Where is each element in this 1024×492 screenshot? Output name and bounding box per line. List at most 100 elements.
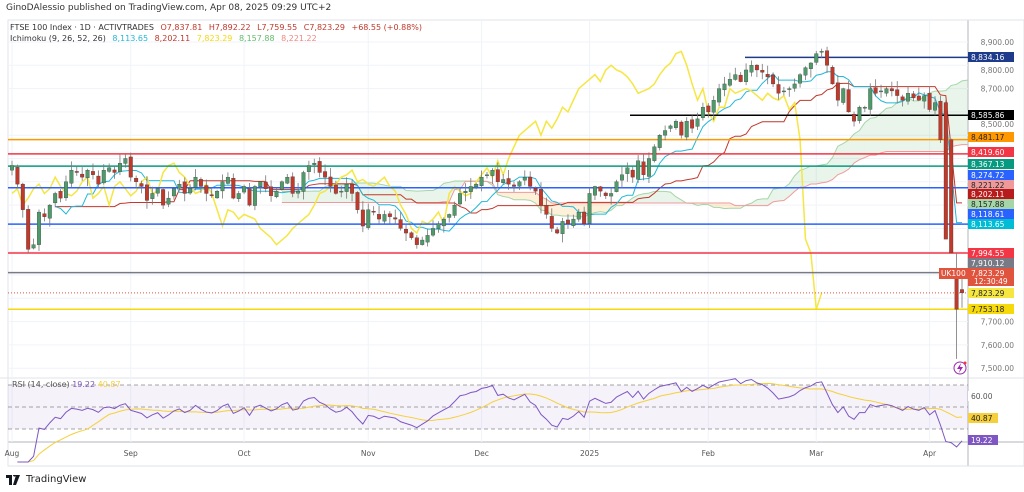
price-axis-badge: 8,367.13 bbox=[968, 159, 1014, 169]
chart-legend: FTSE 100 Index · 1D · ACTIVTRADES O7,837… bbox=[10, 22, 426, 44]
cloud-segment bbox=[427, 190, 434, 203]
candle bbox=[700, 102, 705, 121]
candle bbox=[846, 80, 851, 113]
candle bbox=[74, 166, 79, 176]
candle bbox=[474, 182, 479, 190]
candle bbox=[236, 190, 241, 202]
candle bbox=[830, 65, 835, 85]
candle-body bbox=[447, 214, 452, 218]
candle bbox=[344, 177, 349, 199]
candle bbox=[328, 168, 333, 193]
cloud-segment bbox=[594, 202, 601, 213]
badge-text: 8,157.88 bbox=[971, 200, 1005, 209]
ohlc-high: H7,892.22 bbox=[208, 23, 251, 32]
candle-body bbox=[625, 167, 630, 174]
candle-body bbox=[404, 228, 408, 234]
cloud-segment bbox=[881, 108, 887, 153]
candle bbox=[868, 83, 873, 116]
candle bbox=[841, 87, 846, 105]
cloud-segment bbox=[675, 196, 682, 203]
cloud-segment bbox=[816, 164, 822, 185]
candle-body bbox=[808, 62, 813, 69]
candle-body bbox=[188, 188, 193, 194]
candle-body bbox=[425, 235, 430, 243]
candle bbox=[835, 75, 840, 107]
candle-body bbox=[118, 163, 122, 172]
badge-text: 8,367.13 bbox=[971, 160, 1005, 169]
candle bbox=[517, 180, 522, 191]
candle bbox=[155, 187, 160, 197]
candle bbox=[53, 191, 58, 208]
ichimoku-chikou-value: 7,823.29 bbox=[196, 34, 233, 43]
cloud-segment bbox=[864, 118, 871, 158]
candle bbox=[188, 184, 193, 195]
publisher-info: GinoDAlessio published on TradingView.co… bbox=[6, 3, 332, 13]
candle bbox=[582, 206, 587, 227]
cloud-segment bbox=[843, 139, 849, 173]
candle bbox=[495, 162, 500, 189]
candle bbox=[625, 162, 630, 182]
price-axis-badge: 8,113.65 bbox=[968, 219, 1014, 229]
candle-body bbox=[112, 169, 117, 173]
cloud-segment bbox=[379, 183, 385, 203]
candle bbox=[285, 173, 290, 185]
badge-bg bbox=[968, 391, 998, 401]
ichimoku-label[interactable]: Ichimoku (9, 26, 52, 26) bbox=[10, 34, 106, 43]
candle bbox=[765, 65, 770, 85]
price-axis-badge: 7,994.55 bbox=[968, 248, 1014, 258]
time-axis-label: 2025 bbox=[580, 449, 599, 458]
candle bbox=[695, 112, 700, 131]
footer-brand: TradingView bbox=[26, 474, 87, 485]
candle-body bbox=[711, 100, 716, 113]
cloud-segment bbox=[767, 189, 774, 206]
candle bbox=[803, 66, 808, 81]
cloud-segment bbox=[729, 202, 736, 209]
candle-body bbox=[960, 289, 964, 294]
candle-body bbox=[350, 183, 355, 194]
candle bbox=[549, 208, 554, 232]
candle-body bbox=[700, 107, 705, 118]
rsi-axis-badge: 40.87 bbox=[968, 413, 998, 423]
candle-body bbox=[441, 218, 446, 227]
candle-body bbox=[598, 186, 603, 192]
candle-body bbox=[490, 169, 495, 176]
candle-body bbox=[269, 186, 274, 196]
candle-body bbox=[96, 175, 101, 185]
badge-bg bbox=[968, 110, 1014, 120]
candle-body bbox=[42, 213, 47, 217]
price-axis-tick: 8,500.00 bbox=[981, 120, 1015, 129]
candle-body bbox=[285, 176, 290, 184]
candle-body bbox=[792, 83, 797, 89]
candle-body bbox=[884, 88, 889, 94]
candle-body bbox=[220, 181, 225, 192]
cloud-segment bbox=[519, 192, 525, 200]
symbol-badge: UK100 bbox=[941, 269, 966, 278]
candle-body bbox=[603, 192, 608, 196]
candle bbox=[463, 183, 468, 202]
cloud-segment bbox=[659, 191, 666, 203]
candle-body bbox=[862, 107, 867, 109]
candle bbox=[619, 165, 624, 188]
candle-body bbox=[636, 160, 641, 180]
cloud-segment bbox=[308, 190, 315, 203]
candle bbox=[852, 111, 856, 127]
candle bbox=[576, 208, 581, 222]
candle bbox=[91, 163, 95, 180]
candle-body bbox=[938, 100, 943, 141]
rsi-label[interactable]: RSI (14, close) bbox=[12, 380, 70, 389]
candle bbox=[614, 179, 619, 193]
symbol-title[interactable]: FTSE 100 Index · 1D · ACTIVTRADES bbox=[10, 23, 154, 32]
candle-body bbox=[301, 172, 306, 192]
time-axis-label: Apr bbox=[923, 449, 937, 458]
candle-body bbox=[663, 130, 668, 136]
candle bbox=[425, 228, 430, 247]
price-axis-badge: 7,753.18 bbox=[968, 304, 1014, 314]
cloud-segment bbox=[870, 117, 876, 156]
candle bbox=[727, 72, 732, 87]
candle bbox=[247, 182, 252, 207]
badge-bg bbox=[968, 147, 1014, 157]
candle-body bbox=[247, 188, 252, 206]
candle-body bbox=[236, 193, 241, 199]
cloud-segment bbox=[821, 163, 828, 183]
